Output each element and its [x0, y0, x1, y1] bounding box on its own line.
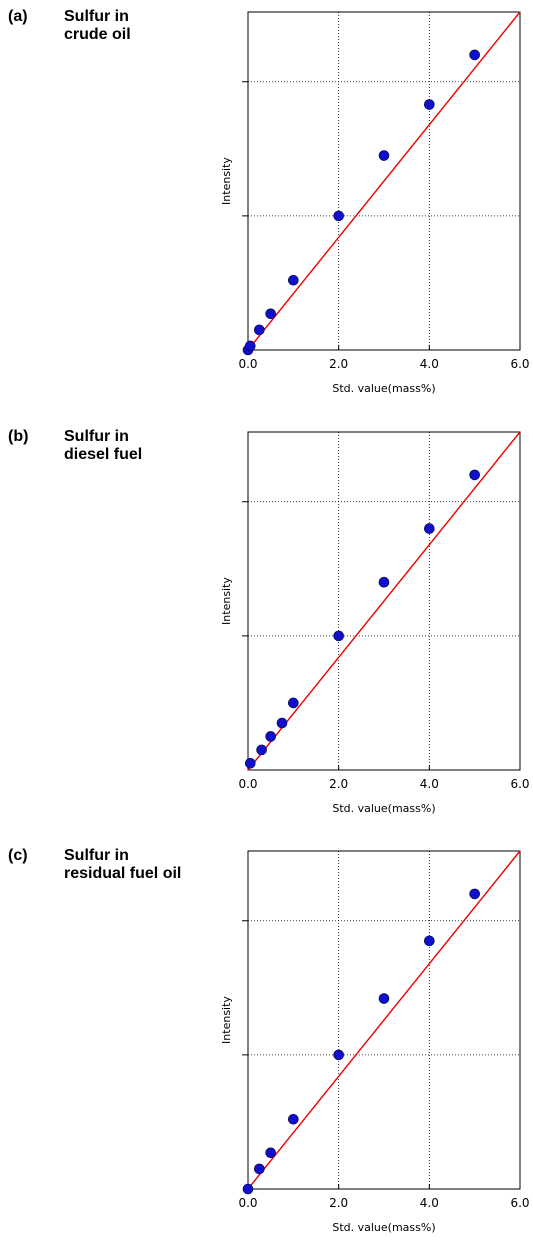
x-axis-title: Std. value(mass%)	[332, 382, 435, 395]
data-point	[265, 1147, 276, 1159]
calibration-line	[247, 850, 521, 1190]
chart-svg: 0.0 2.0 4.0 6.0 Std. value(mass%) Intensity	[220, 850, 530, 1234]
data-point	[469, 888, 480, 900]
panel-tag: (a)	[8, 8, 28, 25]
calibration-line	[247, 431, 521, 771]
panel-caption: Sulfur in residual fuel oil	[64, 847, 181, 883]
data-point	[265, 308, 276, 320]
x-axis-title: Std. value(mass%)	[332, 802, 435, 815]
x-tick-label: 2.0	[329, 357, 348, 371]
chart-panel-a: (a) Sulfur in crude oil 0.0 2.0 4.0 6.0 Std.…	[0, 0, 533, 413]
x-tick-label: 2.0	[329, 777, 348, 791]
data-point	[424, 99, 435, 110]
x-tick-label: 4.0	[420, 777, 439, 791]
data-point	[288, 1113, 299, 1125]
data-point	[424, 935, 435, 947]
data-point	[378, 150, 390, 161]
y-axis-title: Intensity	[220, 157, 233, 205]
x-tick-label: 2.0	[329, 1196, 348, 1210]
caption-line-1: Sulfur in	[64, 428, 129, 445]
x-tick-label: 6.0	[510, 777, 529, 791]
x-tick-label: 4.0	[420, 1196, 439, 1210]
y-axis-title: Intensity	[220, 577, 233, 625]
panel-caption: Sulfur in crude oil	[64, 8, 131, 44]
x-axis-title: Std. value(mass%)	[332, 1221, 435, 1234]
data-point	[378, 576, 390, 588]
x-tick-label: 0.0	[238, 357, 257, 371]
x-tick-label: 4.0	[420, 357, 439, 371]
data-point	[333, 630, 344, 642]
data-point	[424, 523, 435, 534]
data-point	[256, 744, 267, 756]
plot-frame	[247, 431, 521, 771]
chart-panel-b: (b) Sulfur in diesel fuel 0.0 2.0 4.0 6.0 St…	[0, 420, 533, 833]
caption-line-2: crude oil	[64, 26, 131, 43]
panel-tag: (b)	[8, 428, 29, 445]
plot-frame	[247, 11, 521, 351]
data-point	[333, 1049, 344, 1061]
data-point	[469, 469, 480, 481]
chart-panel-c: (c) Sulfur in residual fuel oil 0.0 2.0 4.…	[0, 839, 533, 1252]
data-point	[288, 274, 299, 286]
caption-line-1: Sulfur in	[64, 847, 129, 864]
data-point	[469, 49, 480, 61]
x-tick-label: 0.0	[238, 777, 257, 791]
x-tick-label: 6.0	[510, 357, 529, 371]
data-point	[254, 324, 265, 336]
caption-line-2: residual fuel oil	[64, 865, 182, 882]
data-point	[276, 717, 288, 729]
data-point	[254, 1163, 265, 1175]
chart-svg: 0.0 2.0 4.0 6.0 Std. value(mass%) Intensity	[220, 11, 530, 395]
calibration-line	[247, 11, 521, 351]
data-point	[333, 210, 344, 222]
plot-frame	[247, 850, 521, 1190]
panel-tag: (c)	[8, 847, 28, 864]
caption-line-2: diesel fuel	[64, 446, 143, 463]
data-point	[288, 697, 299, 709]
x-tick-label: 0.0	[238, 1196, 257, 1210]
caption-line-1: Sulfur in	[64, 8, 129, 25]
panel-caption: Sulfur in diesel fuel	[64, 428, 142, 464]
x-tick-label: 6.0	[510, 1196, 529, 1210]
data-point	[244, 340, 256, 352]
y-axis-title: Intensity	[220, 996, 233, 1044]
data-point	[265, 731, 276, 742]
chart-svg: 0.0 2.0 4.0 6.0 Std. value(mass%) Intensity	[220, 431, 530, 815]
data-point	[378, 993, 390, 1004]
data-point	[242, 1183, 254, 1195]
data-point	[244, 757, 256, 769]
